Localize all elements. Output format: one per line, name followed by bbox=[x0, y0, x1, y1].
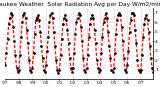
Title: Milwaukee Weather  Solar Radiation Avg per Day W/m2/minute: Milwaukee Weather Solar Radiation Avg pe… bbox=[0, 2, 160, 7]
